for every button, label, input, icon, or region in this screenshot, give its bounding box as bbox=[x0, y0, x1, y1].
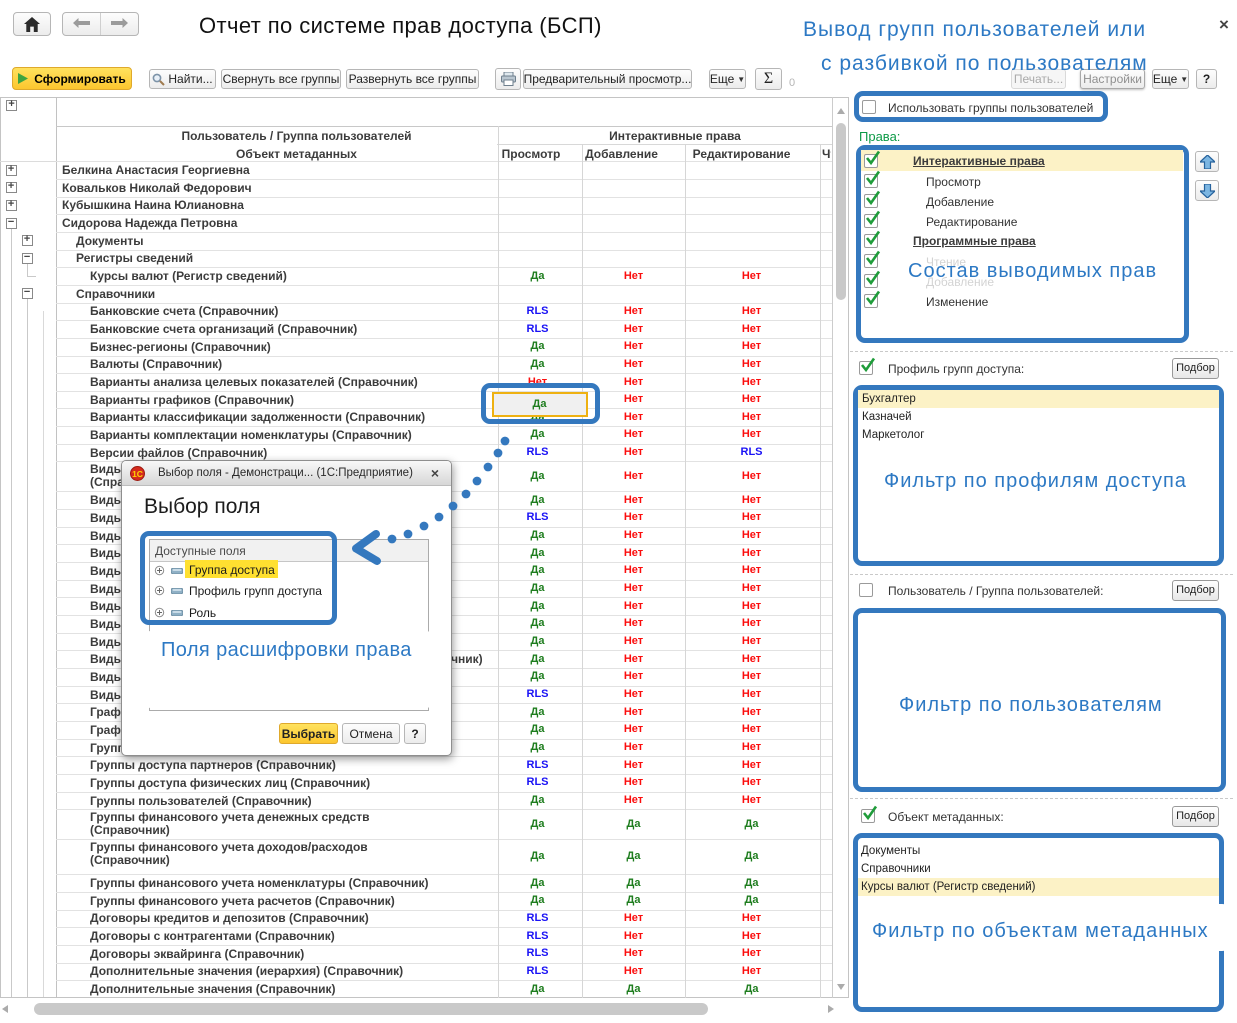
svg-text:1С: 1С bbox=[132, 469, 143, 479]
